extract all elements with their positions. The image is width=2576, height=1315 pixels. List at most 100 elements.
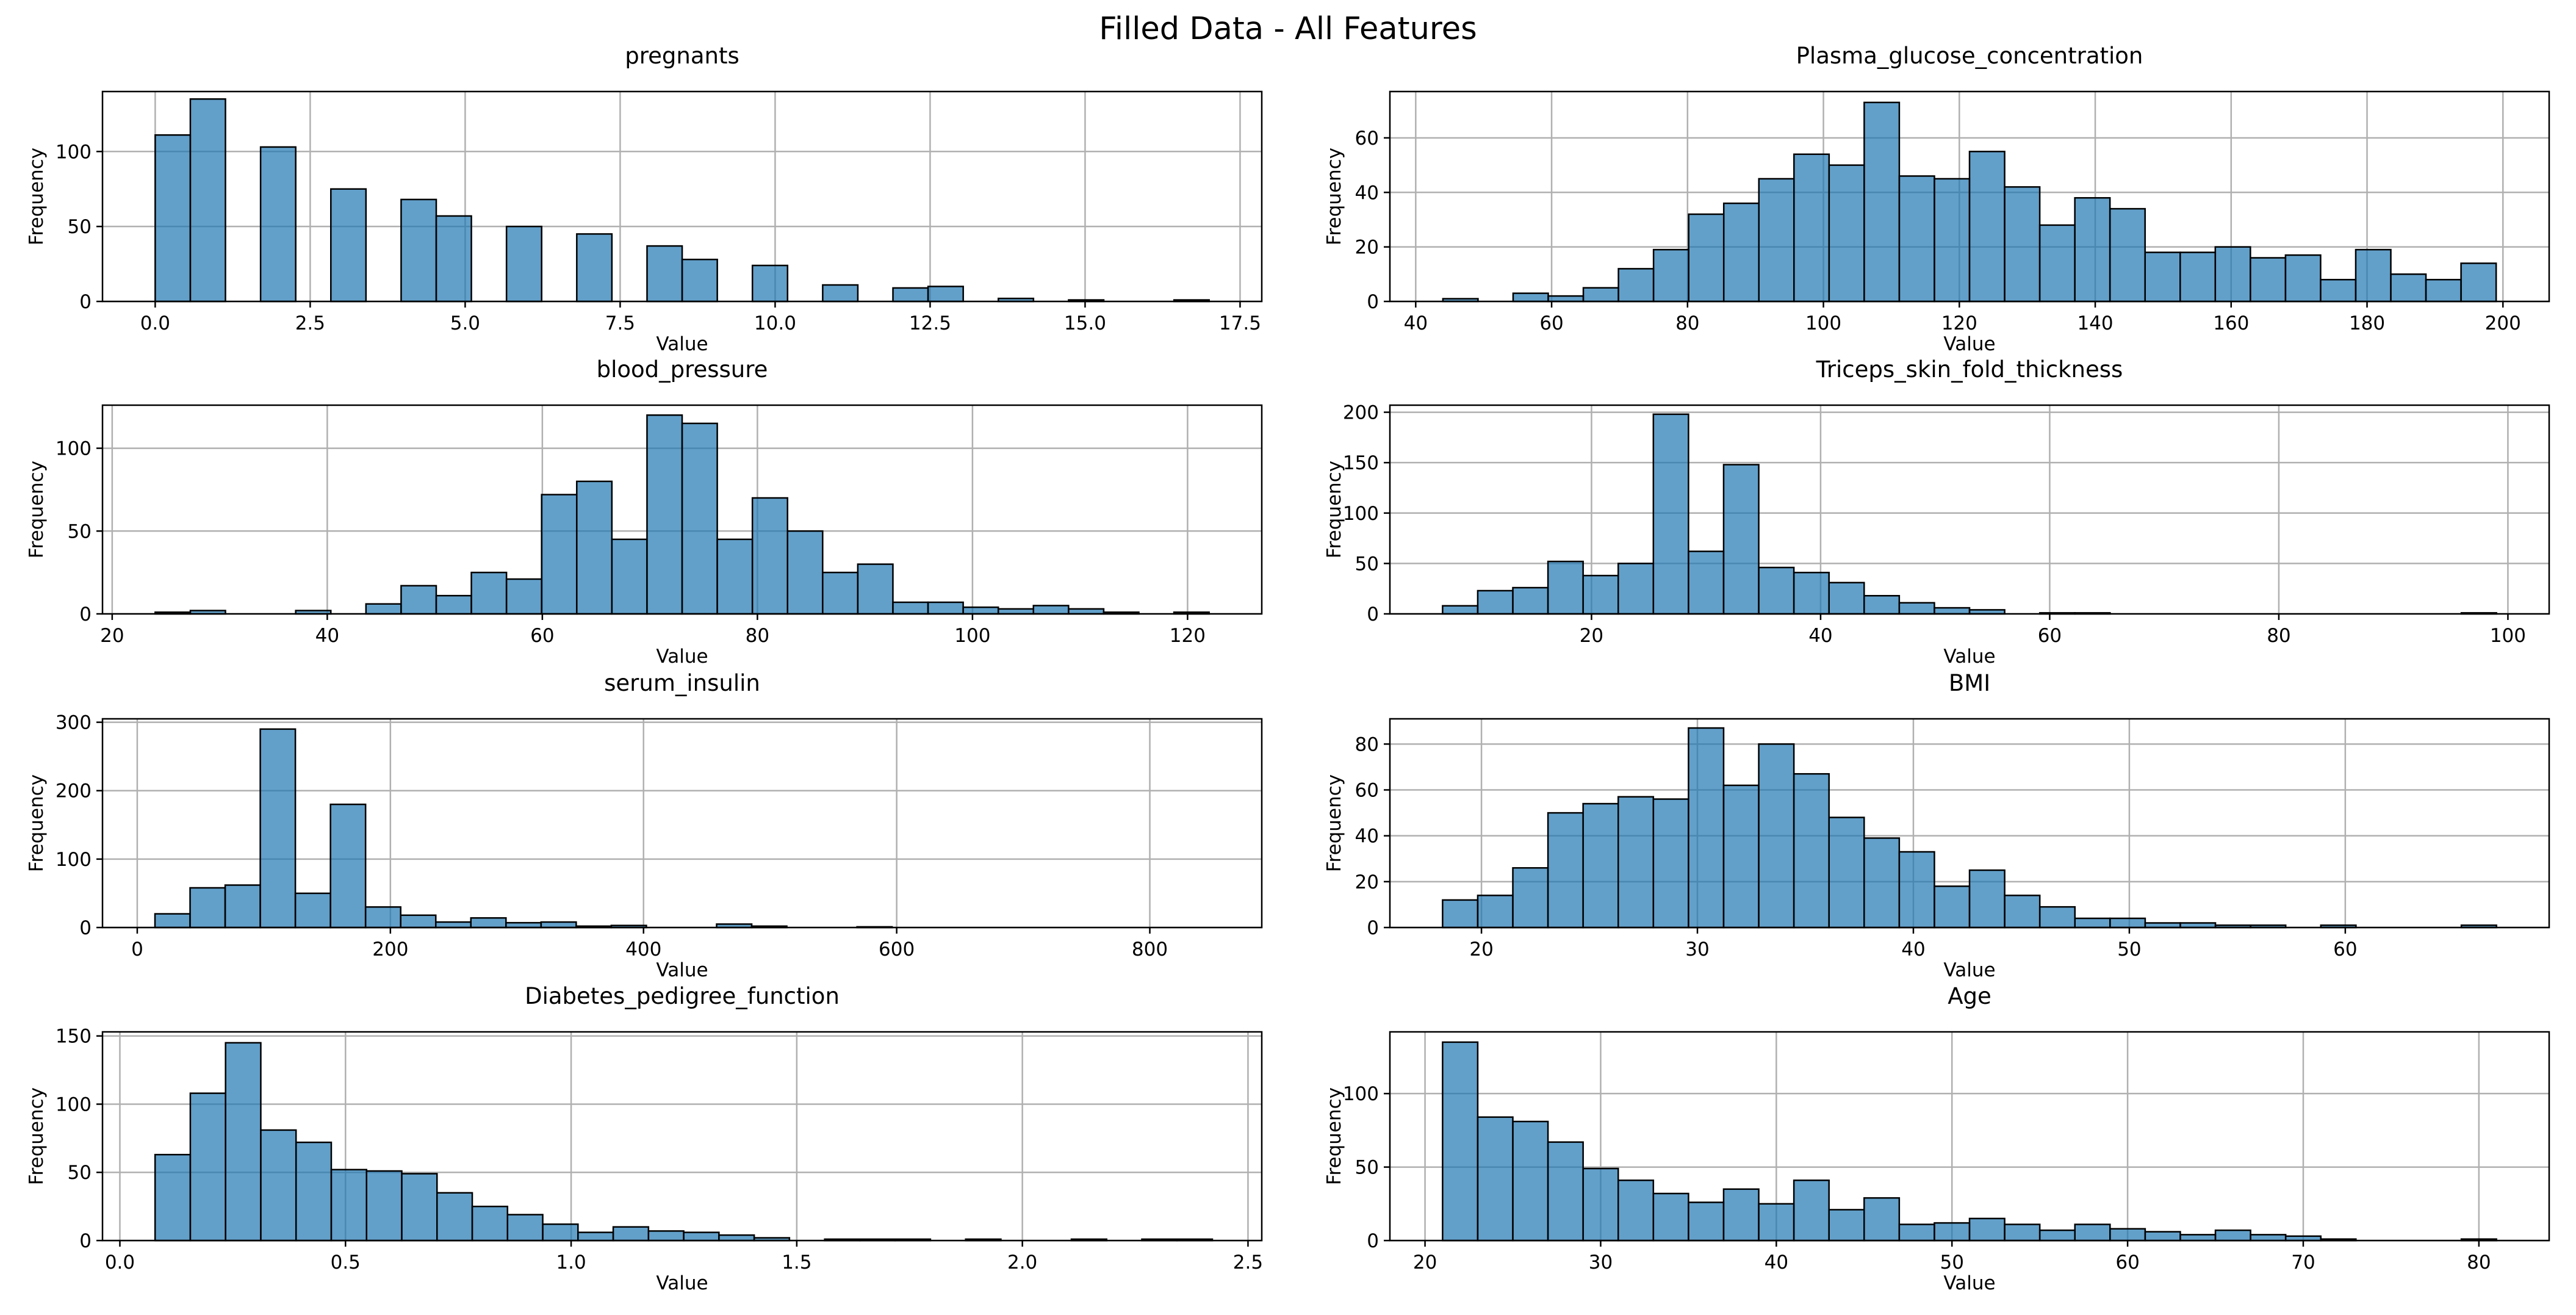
histogram-bar xyxy=(505,225,542,303)
histogram-bar xyxy=(1512,586,1549,615)
y-tick-label: 100 xyxy=(56,438,92,460)
x-tick-label: 2.5 xyxy=(295,312,325,334)
histogram-bar xyxy=(2109,207,2146,303)
histogram-panel: 40 60 80 100 120 140 160 180 200 0 20 40 60 Plasma_gl… xyxy=(1323,43,2550,355)
y-tick-label: 50 xyxy=(1355,553,1379,575)
histogram-bar xyxy=(1547,812,1584,929)
histogram-bar xyxy=(2004,895,2041,929)
histogram-bar xyxy=(2038,1229,2076,1242)
histogram-bar xyxy=(1898,602,1935,615)
histogram-panel: 0.0 2.5 5.0 7.5 10.0 12.5 15.0 17.5 0 50 100 pregna… xyxy=(26,43,1263,355)
x-tick-label: 180 xyxy=(2349,312,2385,334)
histogram-bar xyxy=(681,422,718,615)
histogram-bar xyxy=(1793,153,1830,303)
x-tick-label: 60 xyxy=(1539,312,1563,334)
histogram-bar xyxy=(329,803,367,929)
histogram-bar xyxy=(1828,164,1865,303)
x-tick-label: 0.0 xyxy=(140,312,170,334)
histogram-bar xyxy=(1722,784,1760,929)
y-axis-label: Frequency xyxy=(26,1087,48,1185)
x-tick-label: 80 xyxy=(2467,1252,2491,1274)
histogram-bar xyxy=(1793,572,1830,615)
histogram-bar xyxy=(154,913,191,929)
x-tick-label: 17.5 xyxy=(1219,312,1261,334)
histogram-bar xyxy=(1793,773,1830,929)
y-axis-label: Frequency xyxy=(26,461,48,558)
histogram-bar xyxy=(1934,607,1971,615)
subplot-title: blood_pressure xyxy=(597,356,768,383)
x-tick-label: 60 xyxy=(2115,1252,2139,1274)
histogram-bar xyxy=(822,284,859,303)
x-tick-label: 12.5 xyxy=(909,312,951,334)
histogram-bar xyxy=(1652,1192,1689,1242)
x-tick-label: 20 xyxy=(1580,625,1603,647)
histogram-bar xyxy=(1617,1180,1655,1242)
histogram-bar xyxy=(1863,595,1901,615)
histogram-bar xyxy=(2355,248,2392,303)
x-tick-label: 80 xyxy=(1675,312,1699,334)
histogram-bar xyxy=(927,601,964,615)
x-tick-label: 600 xyxy=(879,939,915,960)
x-axis-label: Value xyxy=(1943,646,1995,668)
histogram-bar xyxy=(1547,1141,1584,1242)
histogram-bar xyxy=(225,1042,262,1242)
histogram-bar xyxy=(646,245,683,303)
histogram-bar xyxy=(1898,851,1935,929)
histogram-bar xyxy=(1968,151,2006,303)
x-tick-label: 7.5 xyxy=(605,312,635,334)
histogram-bar xyxy=(2250,257,2287,303)
histogram-bar xyxy=(259,728,297,929)
histogram-bar xyxy=(1934,1222,1971,1242)
x-tick-label: 160 xyxy=(2213,312,2249,334)
x-axis-label: Value xyxy=(656,646,708,668)
histogram-bar xyxy=(1758,178,1795,303)
axes-frame xyxy=(101,90,1263,303)
x-tick-label: 60 xyxy=(2333,939,2357,960)
histogram-bar xyxy=(2109,1228,2146,1242)
histogram-bar xyxy=(1898,1223,1935,1242)
x-tick-label: 30 xyxy=(1685,939,1709,960)
histogram-bar xyxy=(1477,895,1514,929)
histogram-bar xyxy=(541,494,578,615)
x-tick-label: 40 xyxy=(315,625,339,647)
y-axis-label: Frequency xyxy=(26,148,48,245)
subplot-title: Age xyxy=(1948,983,1991,1009)
x-tick-label: 10.0 xyxy=(754,312,796,334)
histogram-bar xyxy=(1968,1217,2006,1242)
histogram-bar xyxy=(822,571,859,615)
histogram-bar xyxy=(2250,1234,2287,1242)
histogram-bar xyxy=(471,1205,509,1242)
y-tick-label: 0 xyxy=(1367,1230,1379,1252)
histogram-bar xyxy=(1863,101,1901,303)
histogram-bar xyxy=(1688,550,1725,615)
histogram-bar xyxy=(436,1192,473,1242)
y-tick-label: 20 xyxy=(1355,871,1379,893)
y-tick-label: 100 xyxy=(1343,503,1379,525)
histogram-bar xyxy=(189,887,226,929)
x-tick-label: 2.0 xyxy=(1007,1252,1037,1274)
x-tick-label: 50 xyxy=(2117,939,2141,960)
histogram-bar xyxy=(189,98,226,303)
x-axis-label: Value xyxy=(1943,959,1995,981)
x-tick-label: 120 xyxy=(1941,312,1977,334)
y-tick-label: 300 xyxy=(56,712,92,734)
subplot-title: BMI xyxy=(1949,670,1990,696)
histogram-bar xyxy=(1512,867,1549,929)
histogram-bar xyxy=(2109,917,2146,929)
histogram-bar xyxy=(1582,287,1619,303)
x-tick-label: 1.5 xyxy=(782,1252,811,1274)
x-tick-label: 20 xyxy=(100,625,124,647)
histogram-bar xyxy=(154,134,192,303)
histogram-bar xyxy=(1032,605,1070,615)
histogram-bar xyxy=(1828,1209,1865,1242)
histogram-panel: 20 30 40 50 60 0 20 40 60 80 BMI Value Frequency xyxy=(1323,670,2550,981)
y-tick-label: 100 xyxy=(56,1093,92,1115)
x-tick-label: 70 xyxy=(2291,1252,2315,1274)
y-axis-label: Frequency xyxy=(1323,461,1345,558)
histogram-bar xyxy=(259,146,297,303)
y-axis-label: Frequency xyxy=(26,774,48,872)
y-tick-label: 80 xyxy=(1355,733,1379,755)
histogram-bar xyxy=(2004,186,2041,303)
histogram-bar xyxy=(540,921,577,929)
histogram-bar xyxy=(1512,1120,1549,1242)
